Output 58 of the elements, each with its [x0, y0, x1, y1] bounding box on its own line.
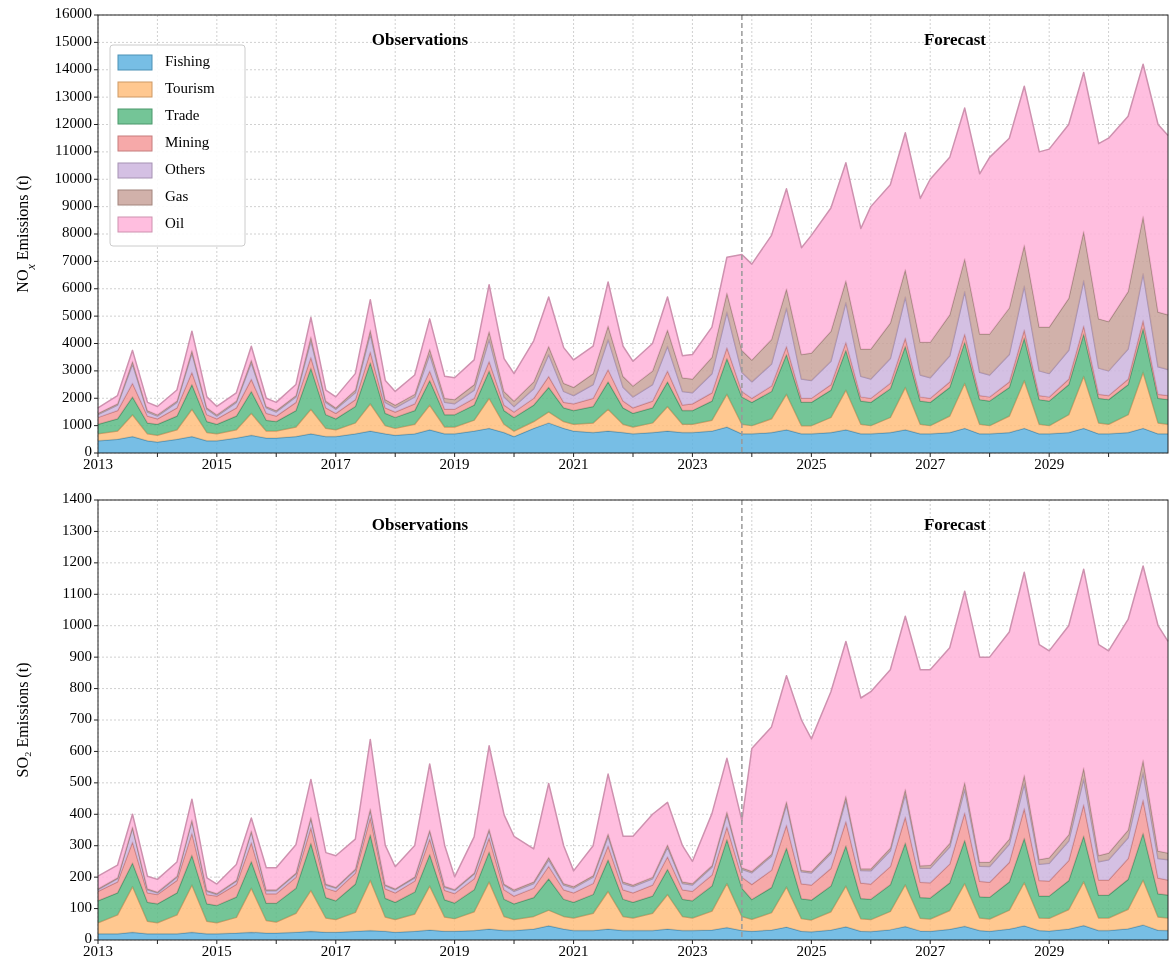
x-tick-label: 2027: [915, 456, 946, 472]
y-tick-label: 600: [69, 741, 92, 758]
y-tick-label: 1200: [62, 553, 92, 570]
legend-label: Trade: [165, 107, 200, 124]
y-tick-label: 10000: [54, 169, 92, 186]
y-tick-label: 6000: [62, 279, 92, 296]
legend-label: Fishing: [165, 53, 211, 70]
x-tick-label: 2027: [915, 943, 946, 959]
y-axis-title: SO₂ Emissions (t): [14, 662, 32, 778]
x-tick-label: 2015: [201, 943, 232, 959]
y-tick-label: 11000: [55, 142, 92, 159]
y-tick-label: 1400: [62, 490, 92, 507]
annotation: Forecast: [923, 514, 987, 534]
y-tick-label: 16000: [54, 5, 92, 22]
annotation: Forecast: [923, 29, 987, 49]
x-tick-label: 2021: [558, 943, 589, 959]
x-tick-label: 2029: [1034, 943, 1065, 959]
x-tick-label: 2025: [796, 456, 827, 472]
x-tick-label: 2017: [320, 943, 352, 959]
y-tick-label: 1100: [62, 584, 92, 601]
legend-label: Others: [165, 161, 206, 178]
y-tick-label: 7000: [62, 251, 92, 268]
y-tick-label: 100: [69, 899, 92, 916]
legend-label: Tourism: [165, 80, 216, 97]
x-tick-label: 2025: [796, 943, 827, 959]
y-tick-label: 12000: [54, 114, 92, 131]
y-tick-label: 900: [69, 647, 92, 664]
y-tick-label: 200: [69, 867, 92, 884]
y-tick-label: 2000: [62, 388, 92, 405]
y-tick-label: 1300: [62, 521, 92, 538]
y-tick-label: 400: [69, 804, 92, 821]
y-tick-label: 15000: [54, 32, 92, 49]
y-tick-label: 300: [69, 836, 92, 853]
y-tick-label: 13000: [54, 87, 92, 104]
legend-label: Gas: [165, 188, 189, 205]
y-tick-label: 8000: [62, 224, 92, 241]
x-tick-label: 2023: [677, 943, 708, 959]
y-tick-label: 5000: [62, 306, 92, 323]
x-tick-label: 2019: [439, 943, 470, 959]
x-tick-label: 2021: [558, 456, 589, 472]
x-tick-label: 2015: [201, 456, 232, 472]
y-tick-label: 14000: [54, 60, 92, 77]
annotation: Observations: [371, 514, 469, 534]
y-tick-label: 800: [69, 679, 92, 696]
x-tick-label: 2017: [320, 456, 352, 472]
y-tick-label: 4000: [62, 333, 92, 350]
y-tick-label: 9000: [62, 197, 92, 214]
y-tick-label: 700: [69, 710, 92, 727]
y-tick-label: 1000: [62, 616, 92, 633]
legend-label: Mining: [165, 134, 210, 151]
y-tick-label: 500: [69, 773, 92, 790]
y-tick-label: 3000: [62, 361, 92, 378]
annotation: Observations: [371, 29, 469, 49]
legend-label: Oil: [165, 215, 185, 232]
y-tick-label: 1000: [62, 416, 92, 433]
x-tick-label: 2029: [1034, 456, 1065, 472]
x-tick-label: 2023: [677, 456, 708, 472]
x-tick-label: 2019: [439, 456, 470, 472]
